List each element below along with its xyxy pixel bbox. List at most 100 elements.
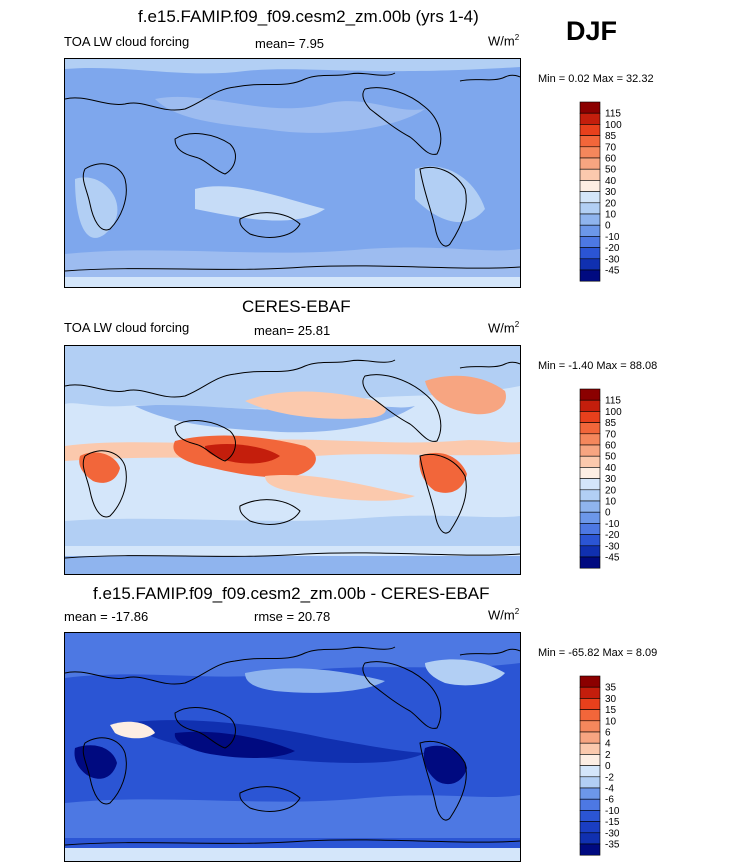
colorbar-box (579, 411, 601, 423)
colorbar-box (579, 765, 601, 778)
colorbar-box (579, 698, 601, 710)
southern-ocean-band (65, 795, 520, 838)
colorbar-tick-label: 20 (605, 198, 617, 209)
colorbar-tick-label: 0 (605, 761, 611, 772)
panel2-units: W/m2 (488, 320, 520, 336)
maritime-core (205, 444, 280, 464)
panel3-minmax: Min = -65.82 Max = 8.09 (538, 647, 658, 659)
colorbar-box (579, 433, 601, 446)
panel3-map (64, 632, 521, 862)
colorbar-tick-label: 40 (605, 176, 617, 187)
colorbar-tick-label: 85 (605, 131, 617, 142)
colorbar-box (579, 168, 601, 181)
colorbar-tick-label: -45 (605, 553, 620, 564)
maritime-core (174, 731, 295, 758)
panel2-title: CERES-EBAF (242, 297, 351, 316)
colorbar-box (579, 444, 601, 457)
colorbar-box (579, 489, 601, 502)
colorbar-box (579, 523, 601, 535)
africa-core (74, 745, 117, 779)
colorbar-box (579, 675, 601, 688)
africa-positive (110, 721, 155, 739)
colorbar-tick-label: 30 (605, 187, 617, 198)
colorbar-tick-label: -4 (605, 784, 614, 795)
colorbar-box (579, 101, 601, 114)
africa-convection (79, 452, 120, 483)
colorbar-box (579, 124, 601, 136)
colorbar-tick-label: 10 (605, 716, 617, 727)
colorbar-tick-label: 60 (605, 441, 617, 452)
colorbar-box (579, 832, 601, 845)
colorbar-box (579, 720, 601, 733)
colorbar-tick-label: 10 (605, 497, 617, 508)
colorbar-box (579, 236, 601, 248)
colorbar-tick-label: 115 (605, 396, 621, 407)
colorbar-box (579, 686, 601, 699)
colorbar-tick-label: 30 (605, 694, 617, 705)
antarctic-strip (65, 277, 520, 287)
panel3-units: W/m2 (488, 607, 520, 623)
panel1-units: W/m2 (488, 33, 520, 49)
panel1-colorbar: 115 100 85 70 60 50 40 30 20 10 0 -10 -20 -30 -45 (579, 101, 640, 286)
colorbar-box (579, 731, 601, 744)
panel3-title: f.e15.FAMIP.f09_f09.cesm2_zm.00b - CERES… (93, 584, 490, 603)
panel2-mean-label: mean= 25.81 (254, 323, 331, 338)
coastlines (65, 72, 520, 272)
panel1-variable-label: TOA LW cloud forcing (64, 34, 190, 49)
colorbar-box (579, 224, 601, 237)
colorbar-tick-label: -2 (605, 772, 614, 783)
panel3-rmse-label: rmse = 20.78 (254, 609, 331, 624)
colorbar-box (579, 191, 601, 204)
colorbar-tick-label: 2 (605, 750, 611, 761)
colorbar-box (579, 754, 601, 766)
colorbar-box (579, 798, 601, 811)
colorbar-tick-label: 85 (605, 418, 617, 429)
panel2-minmax: Min = -1.40 Max = 88.08 (538, 360, 658, 372)
colorbar-tick-label: -20 (605, 243, 620, 254)
panel1-map (64, 58, 521, 288)
spcz-band (265, 475, 415, 501)
colorbar-tick-label: -6 (605, 795, 614, 806)
colorbar-box (579, 157, 601, 170)
nwpacific-warm (245, 391, 386, 419)
panel3-mean-label: mean = -17.86 (64, 609, 149, 624)
colorbar-tick-label: 40 (605, 463, 617, 474)
colorbar-tick-label: -30 (605, 541, 620, 552)
panel2-map-field (65, 346, 520, 574)
colorbar-tick-label: 100 (605, 120, 622, 131)
africa-light-region (75, 177, 118, 238)
colorbar-tick-label: -30 (605, 254, 620, 265)
colorbar-tick-label: 60 (605, 154, 617, 165)
colorbar-box (579, 534, 601, 547)
colorbar-tick-label: 115 (605, 109, 621, 120)
colorbar-tick-label: 4 (605, 739, 611, 750)
colorbar-box (579, 776, 601, 789)
colorbar-box (579, 821, 601, 834)
panel3-map-field (65, 633, 520, 861)
panel2-colorbar: 115 100 85 70 60 50 40 30 20 10 0 -10 -20 -30 -45 (579, 388, 640, 573)
colorbar-box (579, 146, 601, 159)
colorbar-tick-label: -20 (605, 530, 620, 541)
colorbar-tick-label: -45 (605, 266, 620, 277)
npacific-light (245, 668, 385, 693)
colorbar-tick-label: 20 (605, 485, 617, 496)
coastlines (65, 646, 520, 846)
colorbar-tick-label: 10 (605, 210, 617, 221)
panel1-title: f.e15.FAMIP.f09_f09.cesm2_zm.00b (yrs 1-… (138, 7, 479, 26)
antarctic-strip (65, 556, 520, 574)
colorbar-box (579, 787, 601, 800)
panel2-map (64, 345, 521, 575)
colorbar-box (579, 258, 601, 271)
northern-band (65, 633, 520, 678)
natlantic-light (425, 659, 505, 686)
colorbar-box (579, 500, 601, 513)
colorbar-box (579, 388, 601, 401)
colorbar-tick-label: -10 (605, 519, 620, 530)
colorbar-box (579, 422, 601, 435)
colorbar-tick-label: 15 (605, 705, 617, 716)
colorbar-box (579, 112, 601, 125)
colorbar-tick-label: -35 (605, 840, 620, 851)
